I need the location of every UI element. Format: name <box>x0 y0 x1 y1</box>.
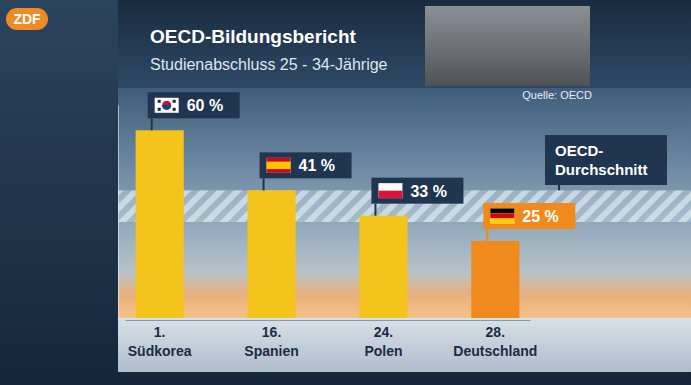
bar <box>471 241 519 320</box>
flag-stripe <box>490 213 514 218</box>
x-tick-label: Spanien <box>244 343 298 359</box>
logo: ZDF <box>13 11 41 27</box>
data-label-box <box>260 152 352 178</box>
data-label: 60 % <box>148 92 240 130</box>
flag-stripe <box>490 218 514 223</box>
band-label: OECD- Durchschnitt <box>545 135 667 190</box>
x-tick-label: Südkorea <box>128 343 192 359</box>
rank-label: 24. <box>374 324 393 340</box>
data-label-pointer <box>486 229 488 241</box>
subtitle: Studienabschluss 25 - 34-Jährige <box>150 56 388 73</box>
flag-detail <box>158 100 161 103</box>
flag-detail <box>158 108 161 111</box>
flag-stripe <box>490 208 514 213</box>
band-label-line: Durchschnitt <box>555 161 648 178</box>
x-tick-label: Deutschland <box>453 343 537 359</box>
x-axis-line <box>126 320 531 321</box>
data-label-text: 41 % <box>299 157 335 174</box>
plot-area <box>118 130 691 320</box>
flag-stripe <box>267 158 291 173</box>
rank-label: 1. <box>154 324 166 340</box>
band-label-pointer <box>558 185 560 190</box>
flag-emblem <box>162 101 171 110</box>
bar <box>136 130 184 320</box>
flag-field <box>267 158 291 173</box>
flag-detail <box>173 100 176 103</box>
bar <box>248 190 296 320</box>
flag-emblem <box>162 105 171 110</box>
label-band <box>118 318 691 372</box>
data-label-box <box>483 203 575 229</box>
data-label: 25 % <box>483 203 575 241</box>
background <box>0 0 691 385</box>
flag-stripe <box>378 191 402 199</box>
chart-root: ZDF OECD-Bildungsbericht Studienabschluss … <box>0 0 691 385</box>
bar <box>359 216 407 320</box>
source: Quelle: OECD <box>522 89 592 101</box>
data-label-box <box>148 92 240 118</box>
logo-badge <box>6 8 48 30</box>
flag-stripe <box>267 162 291 170</box>
band-label-text: OECD- Durchschnitt <box>555 142 648 178</box>
data-label-text: 25 % <box>522 208 558 225</box>
x-tick: Deutschland <box>453 320 537 359</box>
data-label-box <box>371 178 463 204</box>
data-label: 33 % <box>371 178 463 216</box>
data-label: 41 % <box>260 152 352 190</box>
x-tick-label: Polen <box>364 343 402 359</box>
data-label-pointer <box>151 118 153 130</box>
chart-svg: ZDF OECD-Bildungsbericht Studienabschluss … <box>0 0 691 385</box>
x-tick: Spanien <box>244 320 298 359</box>
band-label-box <box>545 135 667 185</box>
title: OECD-Bildungsbericht <box>150 26 357 47</box>
flag-field <box>378 183 402 198</box>
rank-label: 28. <box>486 324 505 340</box>
photo <box>425 6 590 86</box>
band-label-line: OECD- <box>555 142 603 159</box>
flag-field <box>490 208 514 223</box>
flag-detail <box>173 108 176 111</box>
x-tick: Polen <box>364 320 402 359</box>
x-axis: Südkorea Spanien Polen Deutschland <box>126 320 538 359</box>
flag-field <box>155 98 179 113</box>
rank-label: 16. <box>262 324 281 340</box>
header-background <box>118 0 691 88</box>
data-label-pointer <box>263 178 265 190</box>
y-axis-line <box>118 106 119 321</box>
data-label-pointer <box>374 204 376 216</box>
data-label-text: 33 % <box>410 183 446 200</box>
data-label-text: 60 % <box>187 97 223 114</box>
y-axis <box>118 106 119 321</box>
x-tick: Südkorea <box>128 320 192 359</box>
